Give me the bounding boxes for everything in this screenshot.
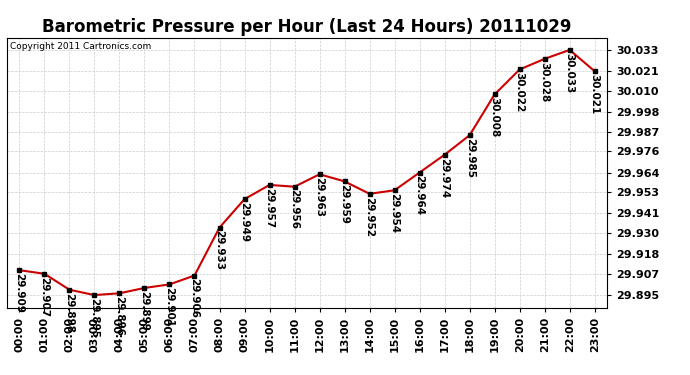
Text: 29.906: 29.906 — [190, 278, 199, 318]
Text: 29.895: 29.895 — [90, 298, 99, 338]
Text: 29.964: 29.964 — [415, 175, 424, 215]
Text: 29.898: 29.898 — [64, 292, 75, 333]
Text: 29.959: 29.959 — [339, 184, 350, 224]
Text: 30.008: 30.008 — [490, 97, 500, 137]
Text: 30.021: 30.021 — [590, 74, 600, 114]
Text: 29.901: 29.901 — [164, 287, 175, 327]
Text: 29.974: 29.974 — [440, 158, 450, 198]
Title: Barometric Pressure per Hour (Last 24 Hours) 20111029: Barometric Pressure per Hour (Last 24 Ho… — [42, 18, 572, 36]
Text: 29.963: 29.963 — [315, 177, 324, 217]
Text: 29.933: 29.933 — [215, 230, 224, 270]
Text: 29.954: 29.954 — [390, 193, 400, 233]
Text: 29.956: 29.956 — [290, 189, 299, 230]
Text: Copyright 2011 Cartronics.com: Copyright 2011 Cartronics.com — [10, 42, 151, 51]
Text: 30.022: 30.022 — [515, 72, 524, 112]
Text: 30.028: 30.028 — [540, 62, 550, 102]
Text: 29.957: 29.957 — [264, 188, 275, 228]
Text: 29.896: 29.896 — [115, 296, 124, 336]
Text: 30.033: 30.033 — [564, 53, 575, 93]
Text: 29.907: 29.907 — [39, 276, 50, 316]
Text: 29.985: 29.985 — [464, 138, 475, 178]
Text: 29.899: 29.899 — [139, 291, 150, 331]
Text: 29.949: 29.949 — [239, 202, 250, 242]
Text: 29.952: 29.952 — [364, 196, 375, 237]
Text: 29.909: 29.909 — [14, 273, 24, 313]
